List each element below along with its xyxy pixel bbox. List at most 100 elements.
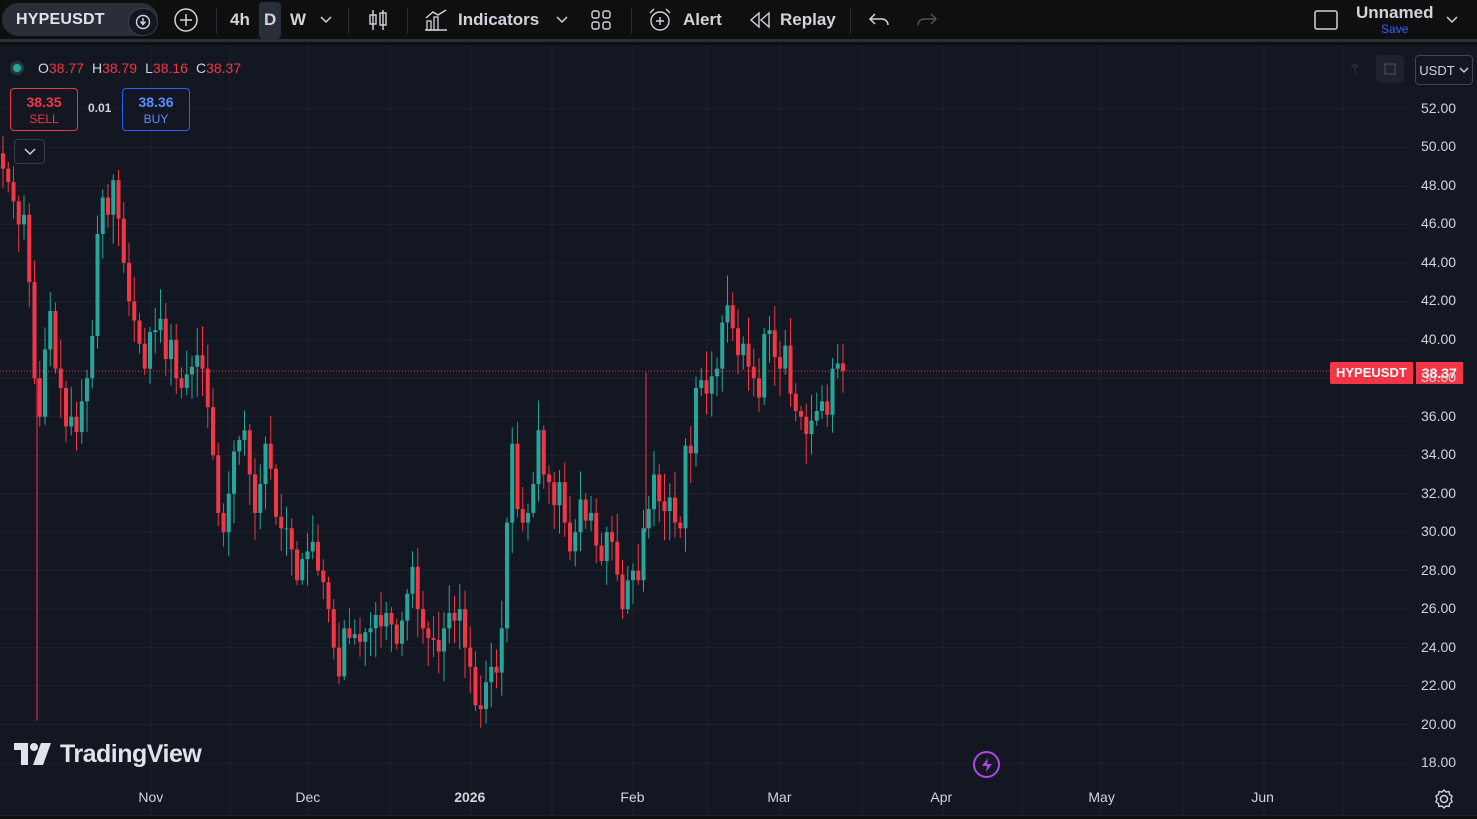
price-tick-label: 20.00: [1421, 716, 1456, 732]
candle-body: [143, 344, 147, 369]
add-symbol-icon[interactable]: [173, 0, 199, 40]
candle-body: [258, 484, 262, 513]
candle-body: [337, 648, 341, 677]
close-value: 38.37: [206, 60, 241, 76]
layout-icon[interactable]: [1313, 0, 1339, 40]
time-tick-label: Nov: [138, 789, 163, 805]
candle-body: [715, 369, 719, 377]
redo-icon[interactable]: [916, 0, 938, 40]
open-value: 38.77: [49, 60, 84, 76]
fullscreen-icon[interactable]: [1376, 55, 1404, 83]
candle-body: [678, 523, 682, 529]
market-status-icon[interactable]: [10, 61, 24, 75]
candle-body: [174, 340, 178, 378]
candle-body: [778, 357, 782, 369]
candle-body: [647, 509, 651, 528]
candle-body: [747, 344, 751, 367]
candle-body: [106, 197, 110, 214]
candle-body: [54, 311, 58, 369]
templates-icon[interactable]: [590, 0, 612, 40]
spread-value: 0.01: [88, 101, 111, 115]
collapse-legend-button[interactable]: [14, 139, 45, 164]
price-tick-label: 42.00: [1421, 292, 1456, 308]
candles-icon[interactable]: [367, 0, 389, 40]
candle-body: [353, 634, 357, 638]
candle-body: [542, 430, 546, 474]
candle-body: [185, 374, 189, 387]
candle-body: [636, 571, 640, 581]
candle-body: [720, 323, 724, 369]
timeframe-w[interactable]: W: [290, 0, 306, 40]
layout-title[interactable]: Unnamed: [1356, 3, 1433, 23]
timeframe-d[interactable]: D: [264, 0, 276, 40]
layout-name[interactable]: Unnamed Save: [1356, 3, 1433, 36]
close-label: C: [196, 60, 206, 76]
price-chart[interactable]: [0, 45, 1477, 816]
replay-button[interactable]: Replay: [780, 0, 836, 40]
last-price-symbol: HYPEUSDT: [1330, 362, 1413, 384]
candle-body: [768, 330, 772, 334]
indicators-button[interactable]: Indicators: [458, 0, 539, 40]
candle-body: [43, 349, 47, 416]
candle-body: [85, 378, 89, 401]
candle-body: [489, 667, 493, 682]
layout-dropdown-icon[interactable]: [1446, 0, 1458, 40]
candle-body: [495, 667, 499, 673]
timeframe-dropdown-icon[interactable]: [320, 0, 332, 40]
candle-body: [841, 363, 845, 371]
candle-body: [127, 263, 131, 301]
candle-body: [794, 394, 798, 411]
candle-body: [295, 549, 299, 580]
compare-symbol-icon[interactable]: [128, 8, 158, 36]
candle-body: [206, 369, 210, 407]
candle-body: [421, 609, 425, 628]
candle-body: [211, 407, 215, 455]
candle-body: [836, 363, 840, 368]
candle-body: [447, 613, 451, 628]
buy-button[interactable]: 38.36 BUY: [122, 88, 190, 131]
candle-body: [626, 580, 630, 609]
candle-body: [17, 201, 21, 224]
price-tick-label: 34.00: [1421, 446, 1456, 462]
price-tick-label: 28.00: [1421, 562, 1456, 578]
candle-body: [558, 482, 562, 505]
timeframe-4h[interactable]: 4h: [230, 0, 250, 40]
candle-body: [584, 499, 588, 520]
alert-icon[interactable]: [647, 0, 673, 40]
candle-body: [479, 705, 483, 709]
candle-body: [306, 551, 310, 559]
candle-body: [316, 542, 320, 571]
undo-icon[interactable]: [868, 0, 890, 40]
alert-button[interactable]: Alert: [683, 0, 722, 40]
candle-body: [684, 446, 688, 529]
symbol-name[interactable]: HYPEUSDT: [16, 11, 105, 29]
lightning-icon[interactable]: [973, 751, 1000, 778]
candle-body: [594, 513, 598, 546]
candle-body: [22, 215, 26, 225]
scroll-up-icon[interactable]: [1341, 55, 1369, 83]
indicators-dropdown-icon[interactable]: [556, 0, 568, 40]
indicators-icon[interactable]: [423, 0, 449, 40]
candle-body: [264, 444, 268, 484]
candle-body: [521, 509, 525, 522]
candle-body: [689, 446, 693, 454]
candle-body: [600, 546, 604, 561]
replay-icon[interactable]: [748, 0, 772, 40]
price-tick-label: 30.00: [1421, 523, 1456, 539]
candle-body: [668, 498, 672, 511]
candle-body: [90, 336, 94, 378]
candle-body: [757, 378, 761, 397]
time-tick-label: Mar: [767, 789, 791, 805]
candle-body: [164, 319, 168, 359]
sell-button[interactable]: 38.35 SELL: [10, 88, 78, 131]
gear-icon[interactable]: [1433, 788, 1455, 815]
candle-body: [531, 484, 535, 513]
tradingview-logo[interactable]: TradingView: [14, 740, 201, 769]
currency-selector[interactable]: USDT: [1415, 55, 1473, 85]
candle-body: [663, 501, 667, 511]
save-status[interactable]: Save: [1356, 22, 1433, 36]
symbol-selector[interactable]: HYPEUSDT: [2, 3, 158, 36]
candle-body: [563, 482, 567, 522]
candle-body: [358, 634, 362, 642]
price-tick-label: 18.00: [1421, 754, 1456, 770]
